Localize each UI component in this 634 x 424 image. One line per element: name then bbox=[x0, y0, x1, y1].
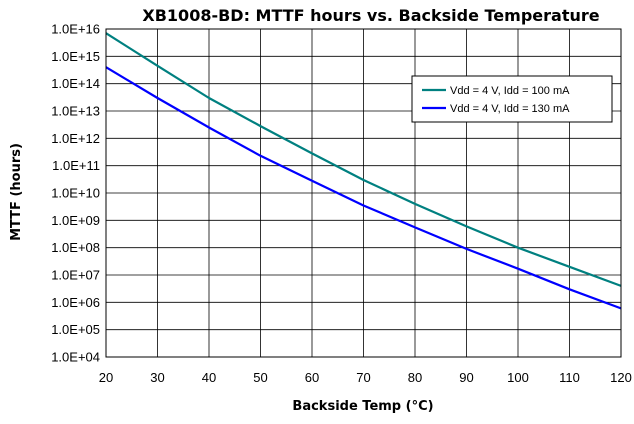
y-tick-label: 1.0E+12 bbox=[51, 131, 100, 146]
y-tick-label: 1.0E+05 bbox=[51, 322, 100, 337]
x-tick-label: 20 bbox=[99, 370, 113, 385]
x-tick-label: 70 bbox=[356, 370, 370, 385]
series-lines bbox=[105, 32, 622, 310]
y-tick-label: 1.0E+07 bbox=[51, 268, 100, 283]
series-line-1 bbox=[105, 32, 622, 287]
x-tick-label: 50 bbox=[253, 370, 267, 385]
y-tick-label: 1.0E+14 bbox=[51, 76, 100, 91]
y-tick-label: 1.0E+16 bbox=[51, 22, 100, 37]
legend-box bbox=[411, 75, 613, 123]
x-tick-label: 110 bbox=[559, 370, 580, 385]
y-tick-label: 1.0E+15 bbox=[51, 49, 100, 64]
y-axis-title: MTTF (hours) bbox=[9, 143, 24, 241]
legend-label: Vdd = 4 V, Idd = 100 mA bbox=[450, 85, 570, 97]
chart-title: XB1008-BD: MTTF hours vs. Backside Tempe… bbox=[142, 6, 599, 25]
y-tick-label: 1.0E+11 bbox=[52, 158, 100, 173]
y-tick-label: 1.0E+10 bbox=[51, 186, 100, 201]
y-tick-label: 1.0E+06 bbox=[51, 295, 100, 310]
x-tick-label: 80 bbox=[408, 370, 422, 385]
y-axis-ticks: 1.0E+04 1.0E+05 1.0E+06 1.0E+07 1.0E+08 1.0E+… bbox=[51, 22, 100, 365]
plot-frame bbox=[105, 28, 622, 358]
x-axis-ticks: 20 30 40 50 60 70 80 90 100 110 120 bbox=[99, 370, 632, 385]
y-tick-label: 1.0E+09 bbox=[51, 213, 100, 228]
x-tick-label: 30 bbox=[150, 370, 164, 385]
x-axis-title: Backside Temp (°C) bbox=[292, 399, 433, 414]
x-tick-label: 60 bbox=[305, 370, 319, 385]
legend-label: Vdd = 4 V, Idd = 130 mA bbox=[450, 103, 570, 115]
x-tick-label: 100 bbox=[507, 370, 529, 385]
y-tick-label: 1.0E+13 bbox=[51, 104, 100, 119]
y-tick-label: 1.0E+04 bbox=[51, 350, 100, 365]
legend: Vdd = 4 V, Idd = 100 mA Vdd = 4 V, Idd = … bbox=[411, 75, 613, 123]
series-line-2 bbox=[105, 66, 622, 310]
y-tick-label: 1.0E+08 bbox=[51, 240, 100, 255]
x-tick-label: 120 bbox=[610, 370, 632, 385]
x-tick-label: 90 bbox=[459, 370, 473, 385]
x-tick-label: 40 bbox=[202, 370, 216, 385]
